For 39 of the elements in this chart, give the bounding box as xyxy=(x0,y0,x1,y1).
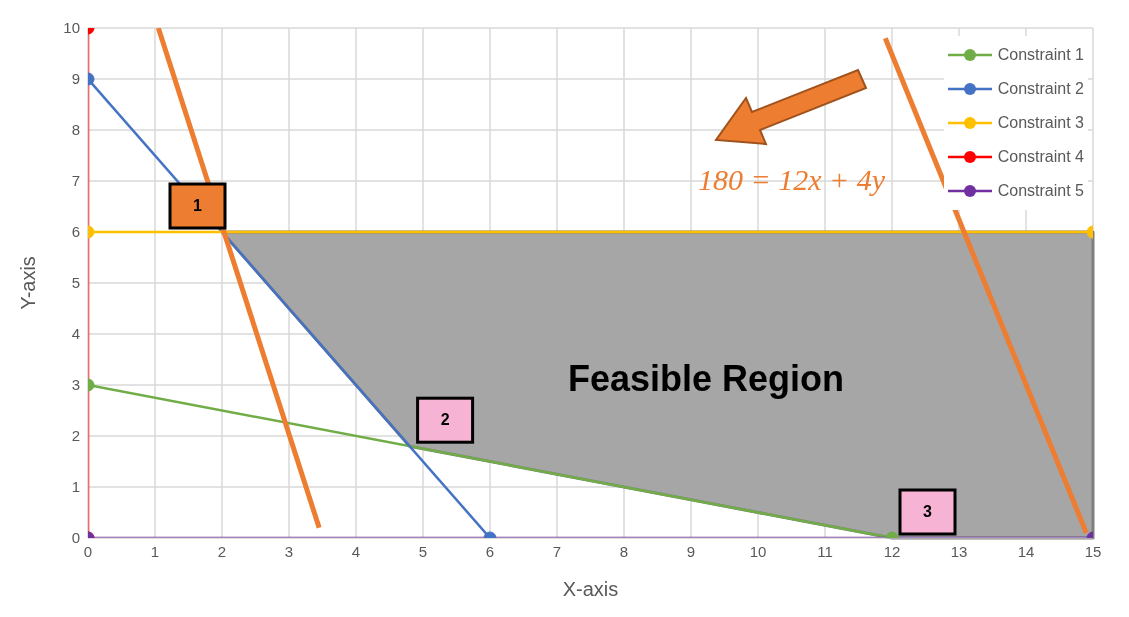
y-tick-label: 9 xyxy=(71,70,80,88)
x-tick-label: 0 xyxy=(83,542,93,560)
y-tick-label: 3 xyxy=(71,376,80,394)
x-tick-label: 8 xyxy=(619,542,629,560)
x-tick-label: 15 xyxy=(1084,542,1102,560)
legend-label: Constraint 2 xyxy=(997,80,1084,98)
x-axis-title: X-axis xyxy=(562,578,619,600)
annotation: 3 xyxy=(923,503,933,521)
x-tick-label: 7 xyxy=(552,542,562,560)
legend-label: Constraint 4 xyxy=(997,148,1084,166)
y-tick-label: 10 xyxy=(63,19,80,37)
x-tick-label: 4 xyxy=(351,542,361,560)
y-tick-label: 8 xyxy=(71,121,80,139)
x-tick-label: 3 xyxy=(284,542,294,560)
annotation: 180 = 12x + 4y xyxy=(698,163,886,197)
x-tick-label: 11 xyxy=(817,542,833,560)
x-tick-label: 6 xyxy=(485,542,495,560)
legend-label: Constraint 1 xyxy=(997,46,1084,64)
x-tick-label: 14 xyxy=(1017,542,1035,560)
x-tick-label: 1 xyxy=(150,542,160,560)
y-tick-label: 0 xyxy=(71,529,80,547)
legend-label: Constraint 5 xyxy=(997,182,1084,200)
y-tick-label: 6 xyxy=(71,223,80,241)
annotation: 2 xyxy=(440,411,450,429)
legend-label: Constraint 3 xyxy=(997,114,1084,132)
x-tick-label: 9 xyxy=(686,542,696,560)
x-tick-label: 12 xyxy=(883,542,901,560)
x-tick-label: 10 xyxy=(749,542,767,560)
y-tick-label: 1 xyxy=(71,478,80,496)
y-tick-label: 4 xyxy=(71,325,80,343)
y-axis-title: Y-axis xyxy=(17,256,40,310)
annotation: 1 xyxy=(193,197,203,215)
y-tick-label: 2 xyxy=(71,427,80,445)
y-tick-label: 7 xyxy=(71,172,80,190)
y-tick-label: 5 xyxy=(71,274,80,292)
x-tick-label: 2 xyxy=(217,542,227,560)
x-tick-label: 13 xyxy=(950,542,968,560)
annotation: Feasible Region xyxy=(568,358,845,400)
x-tick-label: 5 xyxy=(418,542,428,560)
